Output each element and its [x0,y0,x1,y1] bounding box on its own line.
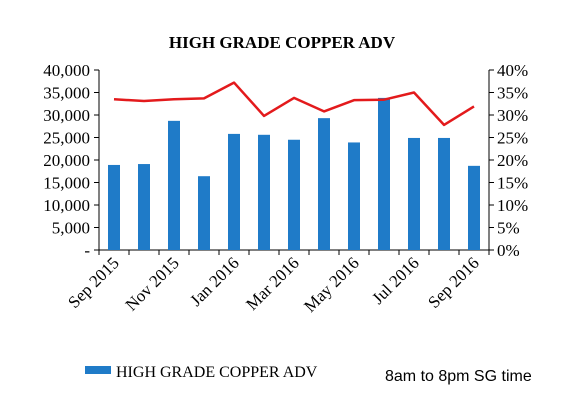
y-tick-label-right: 20% [497,151,528,170]
x-tick-label: Sep 2016 [424,253,483,312]
y-tick-label-left: 5,000 [52,219,90,238]
bar [108,164,120,250]
x-tick-label: Mar 2016 [242,253,303,314]
y-tick-label-right: 0% [497,241,520,260]
bar [318,118,330,251]
y-tick-label-left: 30,000 [43,106,90,125]
y-axis-right: 0% 5% 10% 15% 20% 25% 30% 35% 40% [488,61,528,260]
y-tick-label-left: - [84,241,90,260]
bar [288,139,300,250]
x-tick-label: Sep 2015 [64,253,123,312]
y-tick-label-right: 15% [497,174,528,193]
y-tick-label-left: 10,000 [43,196,90,215]
time-note: 8am to 8pm SG time [385,368,532,385]
x-tick-label: Jan 2016 [186,253,243,310]
bar [438,137,450,250]
line-series [113,81,475,127]
y-tick-label-right: 40% [497,61,528,80]
ratio-line [113,81,475,127]
bar [138,164,150,250]
bar [258,134,270,250]
bar [198,176,210,250]
y-axis-left: - 5,000 10,000 15,000 20,000 25,000 30,000 35,0… [43,61,100,260]
chart-title: HIGH GRADE COPPER ADV [169,33,396,52]
bar [408,137,420,250]
y-tick-label-left: 20,000 [43,151,90,170]
bar [468,165,480,250]
x-tick-label: Jul 2016 [368,253,423,308]
bar [228,133,240,250]
y-tick-label-right: 35% [497,84,528,103]
y-tick-label-right: 30% [497,106,528,125]
legend-label: HIGH GRADE COPPER ADV [116,364,318,381]
y-tick-label-left: 25,000 [43,129,90,148]
x-tick-label: Nov 2015 [122,253,183,314]
legend-swatch [85,366,111,374]
bar-series [108,97,480,251]
bar [168,120,180,250]
x-tick-label: May 2016 [300,253,363,316]
bar [348,142,360,250]
y-tick-label-left: 40,000 [43,61,90,80]
y-tick-label-right: 10% [497,196,528,215]
y-tick-label-right: 5% [497,219,520,238]
bar [378,97,390,251]
legend: HIGH GRADE COPPER ADV [85,364,318,381]
y-tick-label-left: 35,000 [43,84,90,103]
y-tick-label-right: 25% [497,129,528,148]
y-tick-label-left: 15,000 [43,174,90,193]
